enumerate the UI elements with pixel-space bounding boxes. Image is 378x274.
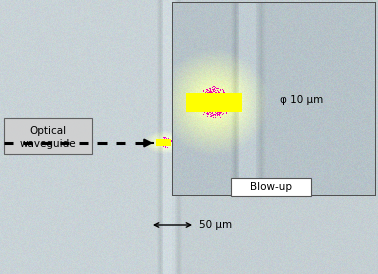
Bar xyxy=(231,178,311,196)
Text: Optical: Optical xyxy=(29,125,67,136)
Text: Blow-up: Blow-up xyxy=(250,182,292,192)
Bar xyxy=(4,118,92,154)
Text: waveguide: waveguide xyxy=(20,139,76,149)
Text: φ 10 μm: φ 10 μm xyxy=(280,95,323,105)
Text: 50 μm: 50 μm xyxy=(199,220,232,230)
